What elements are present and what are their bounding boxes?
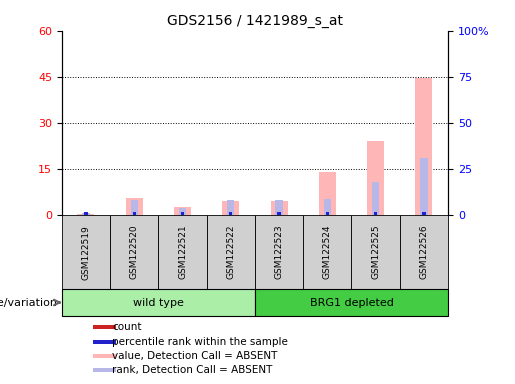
Bar	[319, 172, 336, 215]
Text: GSM122519: GSM122519	[81, 225, 91, 280]
Bar	[229, 212, 232, 215]
Bar	[179, 207, 186, 215]
Bar	[422, 214, 425, 215]
Bar	[325, 214, 329, 215]
Text: GSM122526: GSM122526	[419, 225, 428, 280]
Bar	[325, 212, 329, 215]
Bar	[84, 214, 88, 215]
Bar	[131, 200, 138, 215]
Bar	[84, 212, 88, 215]
Bar	[222, 202, 239, 215]
Bar	[181, 214, 184, 215]
Bar	[132, 214, 136, 215]
Text: GSM122521: GSM122521	[178, 225, 187, 280]
Text: GSM122525: GSM122525	[371, 225, 380, 280]
Bar	[422, 212, 425, 215]
Text: wild type: wild type	[133, 298, 184, 308]
Text: GSM122523: GSM122523	[274, 225, 284, 280]
Bar	[276, 200, 283, 215]
Text: count: count	[112, 322, 142, 332]
Bar	[207, 215, 255, 289]
Text: genotype/variation: genotype/variation	[0, 298, 57, 308]
Text: GSM122520: GSM122520	[130, 225, 139, 280]
Bar	[255, 215, 303, 289]
Bar	[110, 215, 159, 289]
Bar	[93, 354, 116, 358]
Text: percentile rank within the sample: percentile rank within the sample	[112, 337, 288, 347]
Bar	[227, 200, 234, 215]
Bar	[367, 141, 384, 215]
Bar	[93, 340, 116, 344]
Bar	[62, 215, 110, 289]
Bar	[270, 202, 287, 215]
Bar	[420, 158, 427, 215]
Bar	[229, 214, 232, 215]
Bar	[77, 214, 94, 215]
Bar	[93, 325, 116, 329]
Text: GSM122524: GSM122524	[323, 225, 332, 280]
Bar	[351, 215, 400, 289]
Bar	[374, 212, 377, 215]
Bar	[159, 215, 207, 289]
Bar	[374, 214, 377, 215]
Text: rank, Detection Call = ABSENT: rank, Detection Call = ABSENT	[112, 365, 272, 375]
Bar	[278, 212, 281, 215]
Bar	[93, 369, 116, 372]
Title: GDS2156 / 1421989_s_at: GDS2156 / 1421989_s_at	[167, 14, 343, 28]
Bar	[181, 212, 184, 215]
Bar	[278, 214, 281, 215]
Bar	[303, 215, 351, 289]
Text: value, Detection Call = ABSENT: value, Detection Call = ABSENT	[112, 351, 278, 361]
Bar	[416, 78, 433, 215]
Bar	[62, 289, 255, 316]
Bar	[255, 289, 448, 316]
Bar	[132, 212, 136, 215]
Text: BRG1 depleted: BRG1 depleted	[310, 298, 393, 308]
Bar	[324, 199, 331, 215]
Bar	[126, 199, 143, 215]
Bar	[372, 182, 379, 215]
Text: GSM122522: GSM122522	[226, 225, 235, 280]
Bar	[82, 213, 90, 215]
Bar	[174, 207, 191, 215]
Bar	[400, 215, 448, 289]
